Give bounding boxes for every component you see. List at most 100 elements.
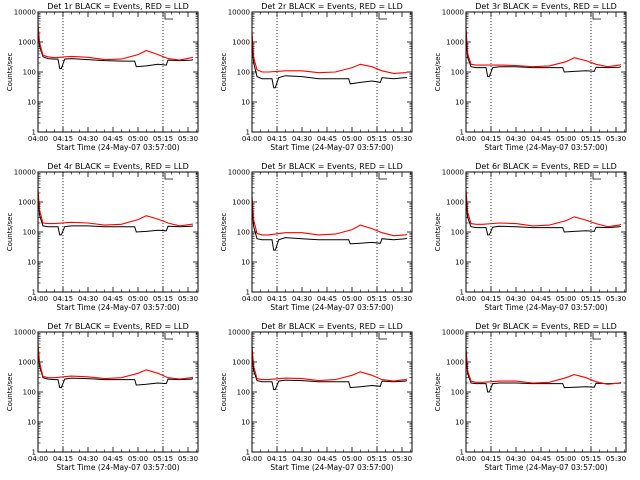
x-tick-label: 04:15 [267,455,287,463]
x-tick-label: 05:00 [342,135,362,143]
saa-marker [164,333,173,340]
y-tick-label: 1 [32,289,36,297]
y-axis-label: Counts/sec [220,213,228,252]
lld-series-line [37,190,194,227]
x-tick-label: 05:30 [606,455,626,463]
x-tick-label: 05:30 [392,135,412,143]
y-tick-label: 10 [241,259,250,267]
y-tick-label: 1000 [18,39,36,47]
detector-panel: Det 1r BLACK = Events, RED = LLD 1 10 100 10… [6,2,199,152]
y-axis-label: Counts/sec [434,373,442,412]
x-tick-label: 04:30 [506,135,526,143]
y-tick-label: 100 [23,229,36,237]
saa-marker [378,13,387,20]
y-tick-label: 10 [241,419,250,427]
saa-marker [592,333,601,340]
detector-panel: Det 8r BLACK = Events, RED = LLD 1 10 100 10… [220,322,413,472]
events-series-line [251,43,407,89]
y-tick-label: 10 [241,99,250,107]
y-axis-label: Counts/sec [6,53,14,92]
detector-panel: Det 5r BLACK = Events, RED = LLD 1 10 100 10… [220,162,413,312]
x-tick-label: 04:15 [481,455,501,463]
y-axis-label: Counts/sec [6,373,14,412]
x-tick-label: 04:00 [28,455,48,463]
y-tick-label: 1000 [446,359,464,367]
lld-series-line [37,343,194,380]
y-tick-label: 10 [27,419,36,427]
x-tick-label: 04:00 [28,295,48,303]
y-tick-label: 1000 [446,39,464,47]
lld-series-line [465,27,622,68]
x-tick-label: 04:15 [267,135,287,143]
x-tick-label: 04:15 [53,295,73,303]
detector-panel: Det 3r BLACK = Events, RED = LLD 1 10 100 10… [434,2,627,152]
x-tick-label: 04:15 [53,135,73,143]
y-axis-label: Counts/sec [434,213,442,252]
events-series-line [465,196,622,236]
x-tick-label: 05:15 [153,455,173,463]
y-tick-label: 100 [23,69,36,77]
x-tick-label: 04:00 [242,135,262,143]
x-tick-label: 04:30 [506,295,526,303]
x-tick-label: 04:45 [103,135,123,143]
y-tick-label: 10000 [442,329,464,337]
x-tick-label: 05:30 [178,295,198,303]
x-tick-label: 04:00 [28,135,48,143]
detector-panel: Det 9r BLACK = Events, RED = LLD 1 10 100 10… [434,322,627,472]
events-series-line [465,354,622,393]
x-tick-label: 04:30 [78,135,98,143]
saa-marker [164,13,173,20]
x-tick-label: 05:00 [128,295,148,303]
events-series-line [465,36,622,78]
panel-title: Det 4r BLACK = Events, RED = LLD [47,162,189,171]
y-tick-label: 1000 [232,359,250,367]
x-axis-label: Start Time (24-May-07 03:57:00) [484,463,607,472]
x-tick-label: 04:00 [456,295,476,303]
lld-series-line [251,345,408,382]
y-tick-label: 1000 [446,199,464,207]
plot-frame [465,171,627,293]
y-tick-label: 1 [32,129,36,137]
y-tick-label: 100 [23,389,36,397]
lld-series-line [465,190,622,228]
y-tick-label: 100 [451,389,464,397]
y-tick-label: 10 [455,99,464,107]
detector-panel: Det 2r BLACK = Events, RED = LLD 1 10 100 10… [220,2,413,152]
x-tick-label: 05:30 [606,135,626,143]
x-tick-label: 04:45 [531,295,551,303]
x-axis-label: Start Time (24-May-07 03:57:00) [56,143,179,152]
x-tick-label: 05:15 [581,135,601,143]
x-tick-label: 05:15 [153,135,173,143]
panel-title: Det 2r BLACK = Events, RED = LLD [261,2,403,11]
x-tick-label: 05:15 [581,295,601,303]
x-tick-label: 05:30 [178,135,198,143]
x-tick-label: 05:30 [392,455,412,463]
x-tick-label: 05:00 [128,135,148,143]
panel-title: Det 8r BLACK = Events, RED = LLD [261,322,403,331]
x-tick-label: 05:00 [342,295,362,303]
x-tick-label: 04:00 [456,455,476,463]
x-tick-label: 05:30 [178,455,198,463]
y-tick-label: 100 [451,229,464,237]
y-tick-label: 100 [451,69,464,77]
events-series-line [37,30,194,70]
y-tick-label: 1 [246,289,250,297]
x-tick-label: 05:15 [153,295,173,303]
y-tick-label: 10000 [228,9,250,17]
y-tick-label: 10 [27,99,36,107]
panel-title: Det 5r BLACK = Events, RED = LLD [261,162,403,171]
plot-frame [465,11,627,133]
y-tick-label: 1 [460,129,464,137]
y-tick-label: 1 [32,449,36,457]
y-tick-label: 10 [455,419,464,427]
x-tick-label: 04:15 [53,455,73,463]
panel-title: Det 3r BLACK = Events, RED = LLD [475,2,617,11]
x-tick-label: 04:45 [531,135,551,143]
y-axis-label: Counts/sec [220,53,228,92]
x-tick-label: 05:00 [556,295,576,303]
events-series-line [37,350,194,389]
saa-marker [164,173,173,180]
y-tick-label: 1000 [18,359,36,367]
panel-title: Det 6r BLACK = Events, RED = LLD [475,162,617,171]
